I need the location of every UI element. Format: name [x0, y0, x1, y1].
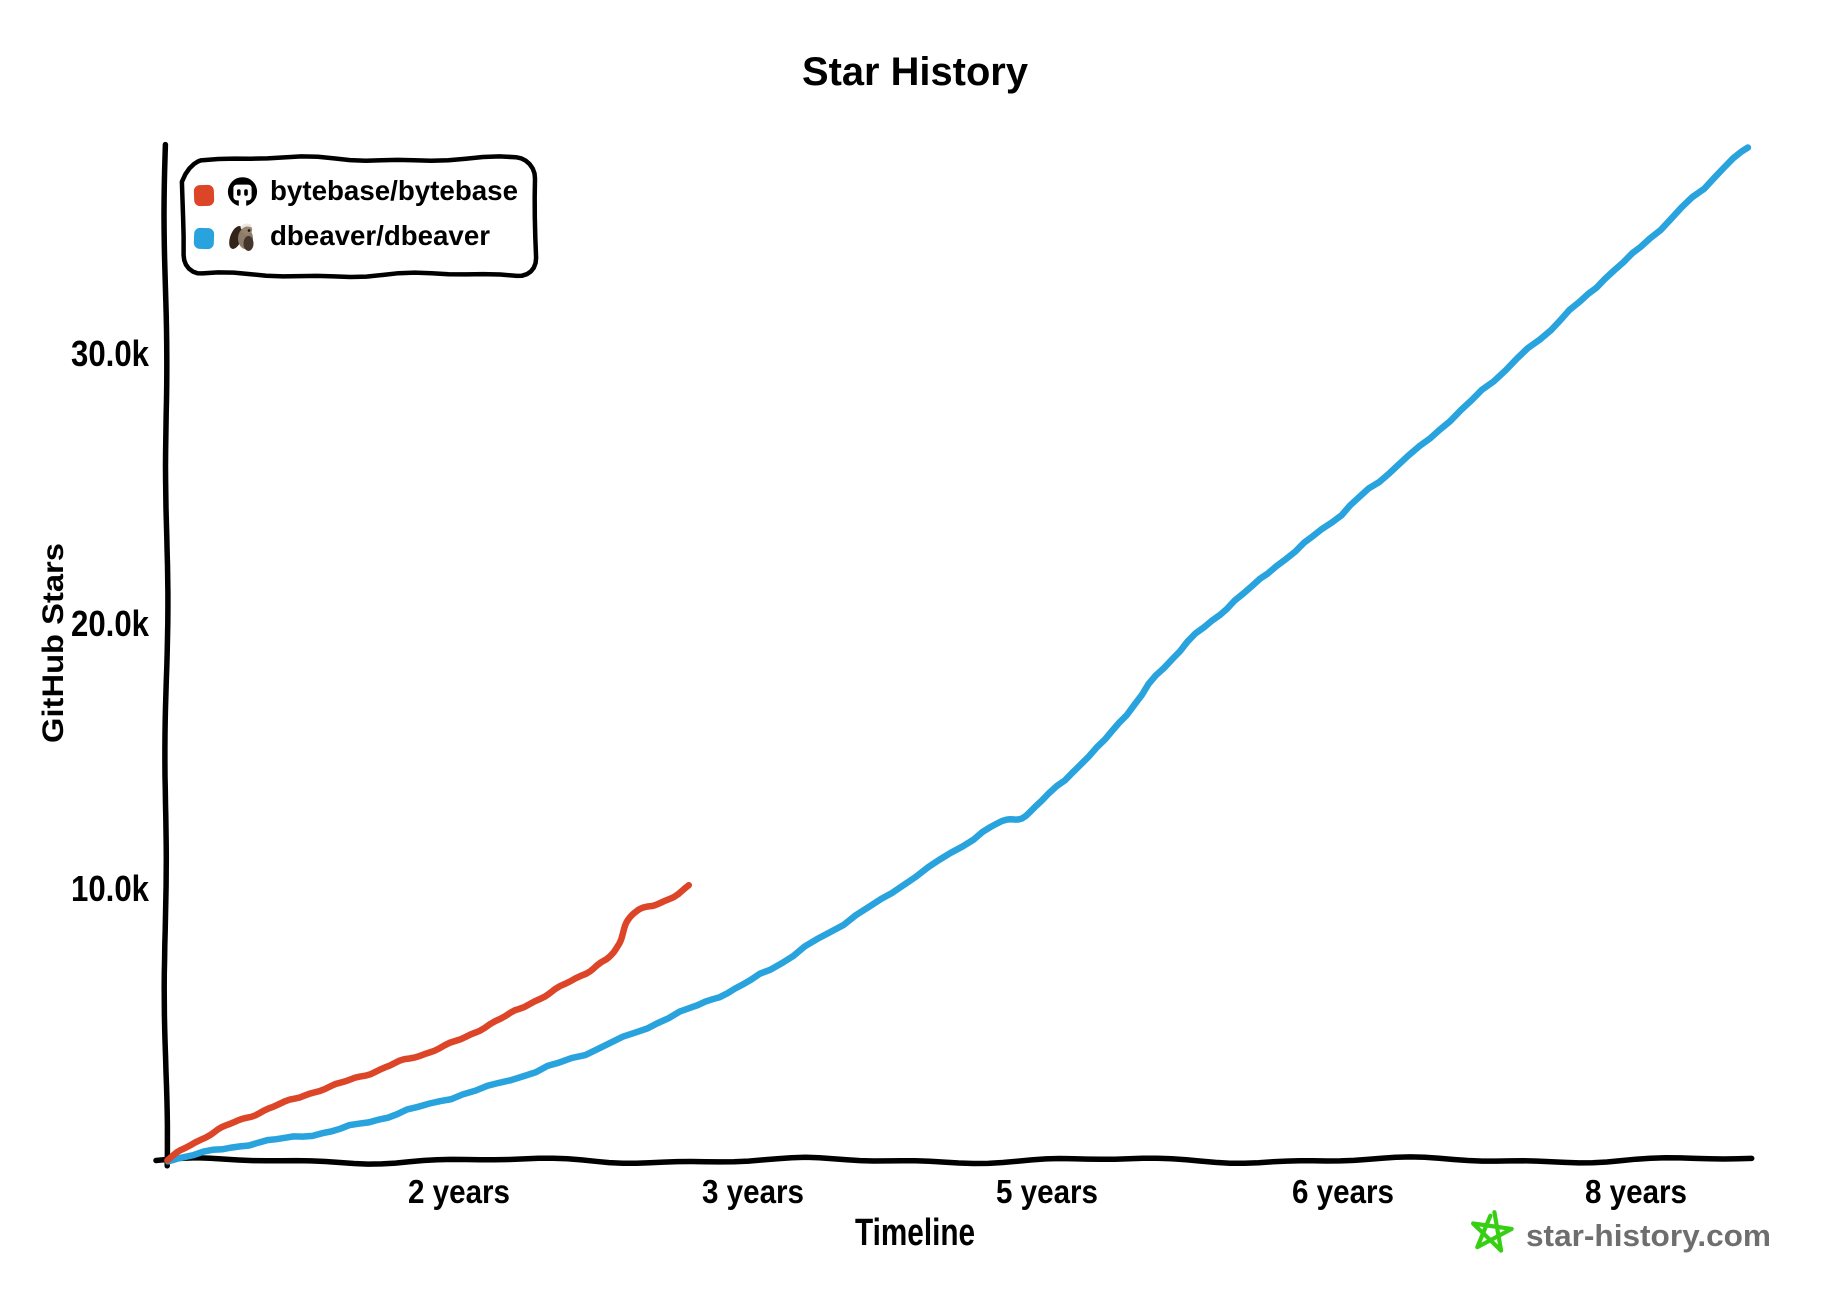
svg-text:5 years: 5 years: [996, 1173, 1098, 1210]
svg-text:dbeaver/dbeaver: dbeaver/dbeaver: [270, 220, 490, 251]
svg-text:3 years: 3 years: [702, 1173, 804, 1210]
svg-text:Star History: Star History: [802, 50, 1029, 94]
svg-text:30.0k: 30.0k: [71, 333, 150, 374]
svg-text:20.0k: 20.0k: [71, 603, 150, 644]
svg-text:10.0k: 10.0k: [71, 868, 150, 909]
svg-text:bytebase/bytebase: bytebase/bytebase: [270, 175, 518, 206]
svg-text:GitHub Stars: GitHub Stars: [37, 543, 70, 743]
svg-text:Timeline: Timeline: [855, 1212, 975, 1254]
svg-text:star-history.com: star-history.com: [1526, 1218, 1771, 1253]
svg-text:2 years: 2 years: [408, 1173, 510, 1210]
svg-text:6 years: 6 years: [1292, 1173, 1394, 1210]
svg-text:8 years: 8 years: [1585, 1173, 1687, 1210]
